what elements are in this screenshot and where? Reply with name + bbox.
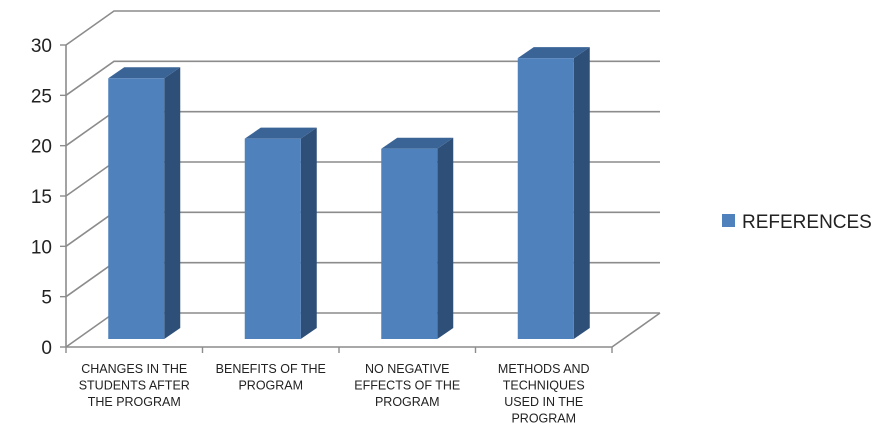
x-tick-label-line: BENEFITS OF THE <box>216 362 326 376</box>
x-tick-label-line: NO NEGATIVE <box>365 362 450 376</box>
bar-side <box>437 137 454 339</box>
y-tick-label: 15 <box>31 187 52 208</box>
x-tick-label-line: TECHNIQUES <box>503 379 585 393</box>
bar-top <box>244 127 317 139</box>
y-tick-labels: 0 5 10 15 20 25 30 <box>31 36 66 359</box>
bar <box>244 127 317 340</box>
x-tick-label-line: EFFECTS OF THE <box>354 379 460 393</box>
x-tick-label-line: CHANGES IN THE <box>81 362 187 376</box>
x-tick-labels: CHANGES IN THE STUDENTS AFTER THE PROGRAM B… <box>79 362 590 426</box>
y-tick-label: 30 <box>31 36 52 57</box>
y-tick-label: 0 <box>41 338 52 359</box>
bar <box>517 47 590 340</box>
y-tick-label: 5 <box>41 288 52 309</box>
bar-side <box>573 47 590 340</box>
bar <box>108 67 181 340</box>
bar-front <box>108 78 165 340</box>
x-tick-label-line: PROGRAM <box>238 379 303 393</box>
gridline <box>65 10 660 46</box>
x-tick-label: CHANGES IN THE STUDENTS AFTER THE PROGRAM <box>79 362 190 409</box>
x-tick-label-line: THE PROGRAM <box>88 395 181 409</box>
y-tick-label: 25 <box>31 86 52 107</box>
y-tick-label: 20 <box>31 137 52 158</box>
bars <box>108 47 590 340</box>
y-tick-label: 10 <box>31 237 52 258</box>
x-tick-label-line: PROGRAM <box>511 412 576 426</box>
bar-side <box>164 67 181 340</box>
x-tick-label: NO NEGATIVE EFFECTS OF THE PROGRAM <box>354 362 460 409</box>
bar-front <box>244 138 301 339</box>
bar-side <box>300 127 317 340</box>
gridline <box>65 60 660 96</box>
x-tick-label-line: STUDENTS AFTER <box>79 379 190 393</box>
x-tick-label-line: PROGRAM <box>375 395 440 409</box>
legend-label-references: REFERENCES <box>742 212 872 233</box>
x-tick-label-line: METHODS AND <box>498 362 590 376</box>
bar-top <box>517 47 590 59</box>
legend-swatch <box>722 214 735 227</box>
x-tick-label: METHODS AND TECHNIQUES USED IN THE PROGRAM <box>498 362 590 426</box>
bar-top <box>108 67 181 79</box>
x-tick-label-line: USED IN THE <box>504 395 583 409</box>
x-tick-label: BENEFITS OF THE PROGRAM <box>216 362 326 393</box>
bar-front <box>381 148 438 339</box>
legend: REFERENCES <box>722 212 872 233</box>
bar-front <box>517 58 574 340</box>
bar <box>381 137 454 339</box>
bar-top <box>381 137 454 149</box>
